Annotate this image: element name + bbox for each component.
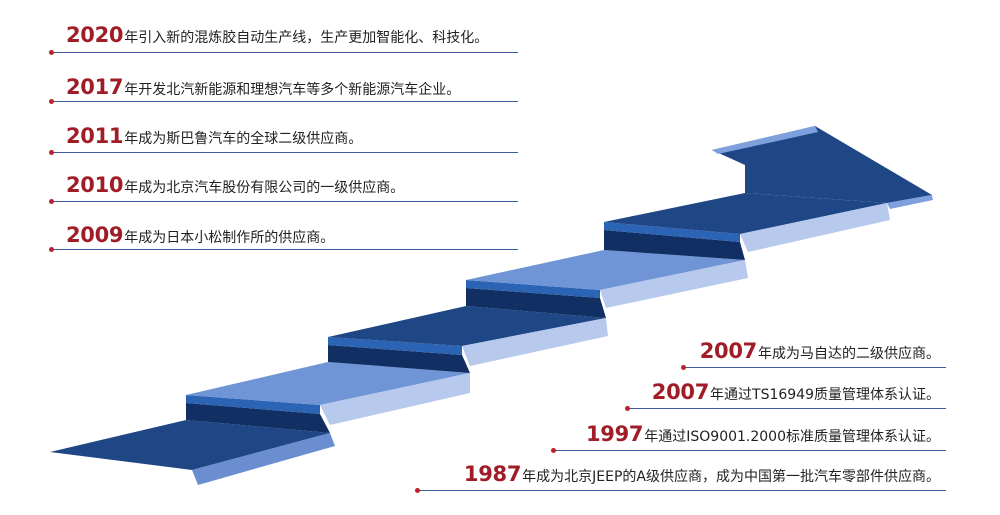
milestone-text: 年通过ISO9001.2000标准质量管理体系认证。	[644, 429, 940, 445]
milestone-year: 1997	[586, 422, 644, 446]
milestone-rule	[554, 450, 946, 451]
milestone-2011: 2011年成为斯巴鲁汽车的全球二级供应商。	[66, 126, 362, 147]
bullet-dot	[681, 365, 686, 370]
step-2-side	[320, 373, 470, 425]
milestone-year: 2007	[651, 380, 710, 404]
step-2-top	[186, 362, 470, 405]
milestone-text: 年成为日本小松制作所的供应商。	[124, 230, 335, 246]
milestone-rule	[52, 201, 518, 202]
step-3-riser	[466, 280, 600, 298]
milestone-text: 年通过TS16949质量管理体系认证。	[710, 387, 940, 403]
milestone-year: 1987	[463, 462, 522, 486]
arrow-head-top	[712, 126, 932, 203]
step-3-riser-shadow	[466, 288, 606, 318]
bullet-dot	[415, 488, 420, 493]
step-5-side	[740, 203, 890, 252]
milestone-rule	[52, 52, 518, 53]
bullet-dot	[49, 150, 54, 155]
milestone-text: 年成为马自达的二级供应商。	[758, 346, 940, 362]
milestone-rule	[418, 490, 946, 491]
step-2-riser	[328, 337, 462, 355]
bullet-dot	[49, 99, 54, 104]
milestone-rule	[52, 249, 518, 250]
milestone-rule	[628, 408, 946, 409]
milestone-text: 年成为斯巴鲁汽车的全球二级供应商。	[124, 131, 363, 147]
bullet-dot	[49, 199, 54, 204]
milestone-2017: 2017年开发北汽新能源和理想汽车等多个新能源汽车企业。	[66, 77, 460, 98]
milestone-2020: 2020年引入新的混炼胶自动生产线，生产更加智能化、科技化。	[66, 25, 488, 46]
bullet-dot	[49, 50, 54, 55]
milestone-2007-mazda: 2007年成为马自达的二级供应商。	[700, 341, 940, 362]
step-1-riser	[186, 395, 320, 414]
milestone-rule	[52, 152, 518, 153]
milestone-year: 2017	[66, 75, 124, 99]
milestone-2009: 2009年成为日本小松制作所的供应商。	[66, 225, 334, 246]
milestone-year: 2009	[66, 223, 124, 247]
milestone-1997: 1997年通过ISO9001.2000标准质量管理体系认证。	[586, 424, 940, 445]
step-1-front	[192, 433, 335, 485]
milestone-year: 2007	[699, 339, 758, 363]
milestone-2010: 2010年成为北京汽车股份有限公司的一级供应商。	[66, 175, 404, 196]
milestone-text: 年开发北汽新能源和理想汽车等多个新能源汽车企业。	[124, 82, 461, 98]
bullet-dot	[49, 247, 54, 252]
step-3-side	[462, 318, 608, 366]
step-4-side	[600, 260, 748, 308]
milestone-text: 年成为北京JEEP的A级供应商，成为中国第一批汽车零部件供应商。	[522, 469, 940, 485]
step-3-top	[328, 306, 606, 346]
milestone-text: 年引入新的混炼胶自动生产线，生产更加智能化、科技化。	[124, 30, 489, 46]
step-4-top	[466, 250, 745, 290]
step-2-riser-shadow	[328, 345, 470, 373]
step-1-top	[50, 420, 330, 470]
bullet-dot	[551, 448, 556, 453]
milestone-1987: 1987年成为北京JEEP的A级供应商，成为中国第一批汽车零部件供应商。	[464, 464, 940, 485]
milestone-text: 年成为北京汽车股份有限公司的一级供应商。	[124, 180, 405, 196]
step-4-riser-shadow	[604, 230, 745, 260]
milestone-year: 2011	[66, 124, 124, 148]
milestone-rule	[684, 367, 946, 368]
step-4-riser	[604, 222, 740, 242]
milestone-rule	[52, 101, 518, 102]
bullet-dot	[625, 406, 630, 411]
milestone-year: 2010	[66, 173, 124, 197]
step-1-riser-shadow	[186, 403, 330, 433]
milestone-year: 2020	[66, 23, 124, 47]
arrow-head-rim	[712, 126, 818, 154]
arrow-head-front	[887, 195, 933, 209]
step-5-top	[604, 193, 887, 234]
milestone-2007-ts16949: 2007年通过TS16949质量管理体系认证。	[652, 382, 940, 403]
